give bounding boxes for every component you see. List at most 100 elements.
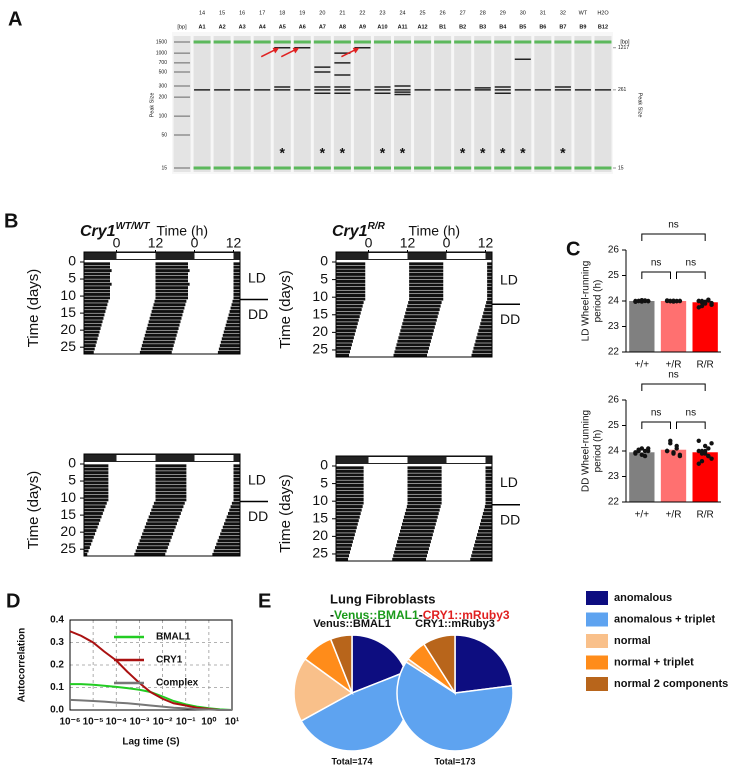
activity xyxy=(486,301,492,305)
y-tick-label: 10 xyxy=(312,492,328,508)
activity xyxy=(336,522,358,526)
activity xyxy=(84,491,109,495)
data-point xyxy=(642,298,648,304)
y-tick-label: 0 xyxy=(68,455,76,471)
activity xyxy=(84,269,112,273)
activity xyxy=(218,535,240,539)
activity xyxy=(403,318,437,322)
activity xyxy=(84,303,108,307)
ladder-lane xyxy=(173,36,191,172)
activity xyxy=(143,337,176,341)
activity xyxy=(472,550,492,554)
activity xyxy=(487,283,492,287)
activity xyxy=(474,543,492,547)
data-point xyxy=(709,456,714,461)
activity xyxy=(407,469,442,473)
activity xyxy=(399,332,433,336)
lane-name: B6 xyxy=(539,24,546,30)
data-point xyxy=(706,446,711,451)
activity xyxy=(148,320,181,324)
light-period xyxy=(368,253,408,259)
lane-number: 22 xyxy=(359,10,365,16)
activity xyxy=(400,329,434,333)
lane xyxy=(494,36,512,172)
activity xyxy=(146,327,179,330)
activity xyxy=(336,339,353,343)
y-tick-label: 1000 xyxy=(156,50,167,56)
activity xyxy=(155,279,188,283)
genotype-title: Cry1WT/WT xyxy=(80,221,150,241)
legend-label: CRY1 xyxy=(156,655,183,666)
activity xyxy=(487,262,492,266)
activity xyxy=(485,494,492,498)
activity xyxy=(84,501,107,505)
y-tick-label: 0 xyxy=(68,253,76,269)
legend-swatch xyxy=(586,612,608,627)
activity xyxy=(393,554,427,558)
activity xyxy=(487,290,492,294)
significance-bracket xyxy=(641,383,706,391)
activity xyxy=(407,487,442,491)
activity xyxy=(155,265,188,269)
activity xyxy=(407,494,442,498)
significance-bracket xyxy=(676,271,706,279)
significance-label: ns xyxy=(686,408,697,419)
light-period xyxy=(194,253,234,259)
activity xyxy=(216,542,240,546)
activity xyxy=(484,308,492,312)
activity xyxy=(336,336,354,340)
lane xyxy=(333,36,351,172)
activity xyxy=(404,315,438,319)
activity xyxy=(212,552,240,556)
pie-slice xyxy=(396,660,514,752)
activity xyxy=(336,505,363,509)
legend-label: anomalous + triplet xyxy=(614,613,715,625)
activity xyxy=(475,540,492,544)
significance-bracket xyxy=(641,271,671,279)
activity xyxy=(155,495,187,498)
activity xyxy=(143,529,175,532)
dark-bar xyxy=(336,456,492,464)
activity xyxy=(155,286,188,290)
activity xyxy=(336,262,366,266)
lane xyxy=(514,36,532,172)
activity xyxy=(233,481,240,485)
activity xyxy=(336,515,360,519)
activity xyxy=(336,332,355,336)
y-tick-label: 20 xyxy=(312,527,328,543)
asterisk: * xyxy=(320,145,326,161)
activity xyxy=(233,289,240,293)
activity xyxy=(233,293,240,296)
activity xyxy=(233,464,240,468)
y-axis-label: Autocorrelation xyxy=(17,628,28,702)
ladder-label: [bp] xyxy=(177,24,187,30)
activity xyxy=(155,296,188,300)
activity xyxy=(226,320,240,324)
activity xyxy=(471,554,492,558)
pie-total: Total=174 xyxy=(331,756,372,766)
activity xyxy=(84,323,102,327)
legend-label: Complex xyxy=(156,678,199,689)
activity xyxy=(336,346,351,350)
activity xyxy=(485,487,492,491)
activity xyxy=(84,505,106,509)
activity xyxy=(233,471,240,475)
subtitle-part: - xyxy=(419,608,423,622)
significance-label: ns xyxy=(651,408,662,419)
lane-number: 32 xyxy=(560,10,566,16)
activity xyxy=(84,279,110,283)
activity xyxy=(407,483,442,487)
activity xyxy=(213,549,240,553)
activity xyxy=(155,275,188,279)
activity xyxy=(336,508,362,512)
x-tick-label: 0 xyxy=(443,235,451,251)
activity xyxy=(155,498,187,502)
activity xyxy=(155,269,190,273)
activity xyxy=(84,306,107,310)
significance-label: ns xyxy=(668,370,679,381)
activity xyxy=(409,290,444,294)
activity xyxy=(84,467,109,471)
panel-label: C xyxy=(566,238,580,260)
activity xyxy=(336,466,364,470)
data-point xyxy=(677,453,683,459)
